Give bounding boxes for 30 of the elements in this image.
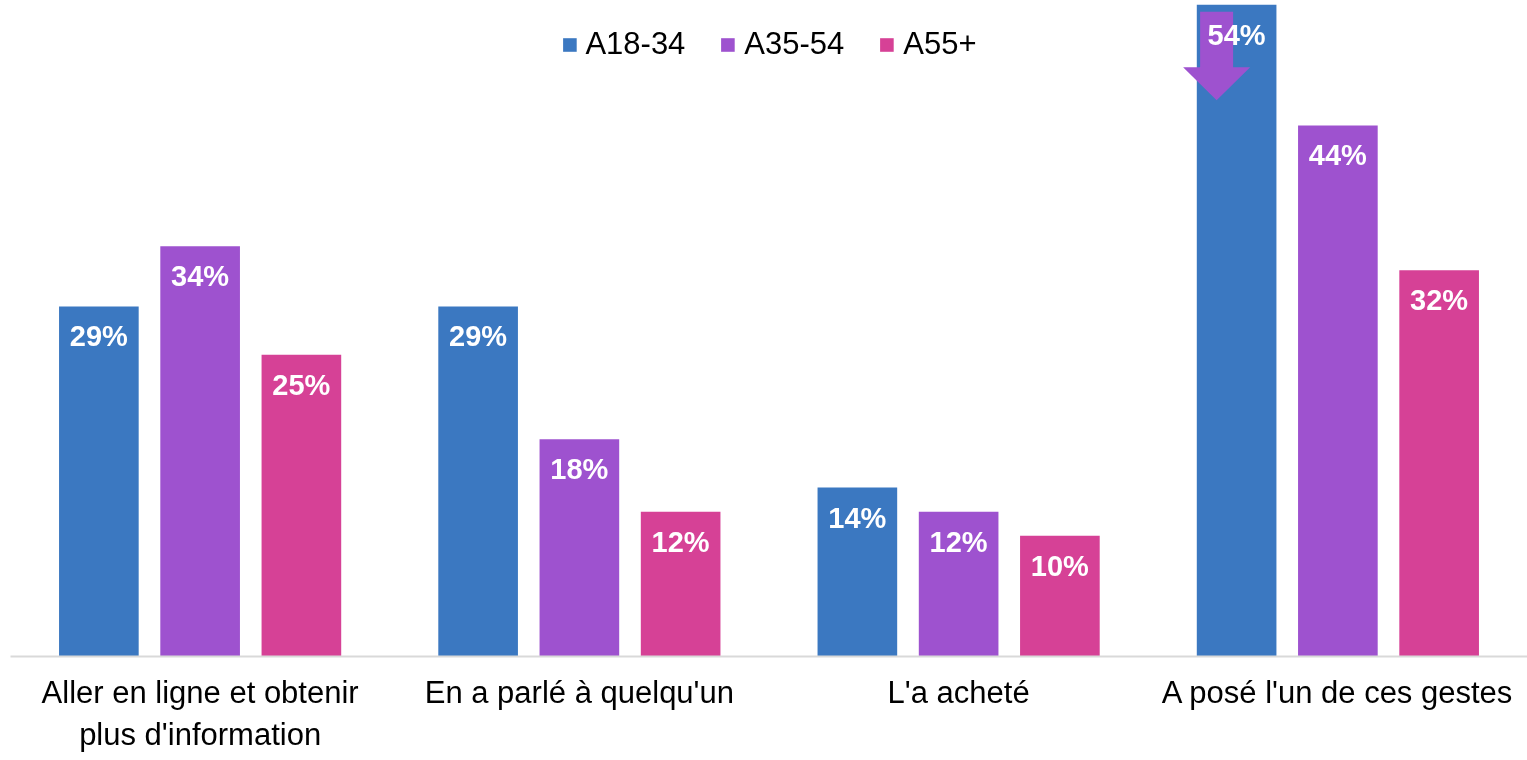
bar [438, 306, 518, 657]
data-label: 44% [1308, 139, 1368, 172]
x-tick-label: En a parlé à quelqu'un [424, 674, 735, 710]
x-tick-label: Aller en ligne et obtenir plus d'information [41, 674, 359, 752]
bar [1399, 270, 1479, 657]
data-label: 34% [171, 260, 230, 293]
data-label: 18% [550, 453, 609, 486]
bar [1020, 535, 1100, 657]
data-label: 54% [1207, 18, 1266, 51]
data-label: 25% [272, 368, 331, 401]
x-tick-label: A posé l'un de ces gestes [1161, 674, 1513, 710]
data-label: 29% [69, 320, 129, 353]
legend-label: A35-54 [744, 26, 845, 62]
data-label: 29% [449, 320, 508, 353]
bar [160, 246, 240, 657]
legend-label: A55+ [903, 26, 977, 62]
bar [817, 487, 898, 657]
data-label: 12% [929, 525, 988, 558]
x-tick-label: L'a acheté [887, 674, 1030, 710]
bar [261, 354, 342, 657]
data-label: 10% [1030, 549, 1090, 582]
legend-label: A18-34 [585, 26, 686, 62]
data-label: 14% [828, 501, 887, 534]
data-label: 12% [651, 525, 710, 558]
bar [640, 511, 721, 657]
bar [918, 511, 999, 657]
bar [59, 306, 139, 657]
data-label: 32% [1410, 284, 1469, 317]
bar [539, 439, 620, 657]
bar [1298, 125, 1378, 657]
